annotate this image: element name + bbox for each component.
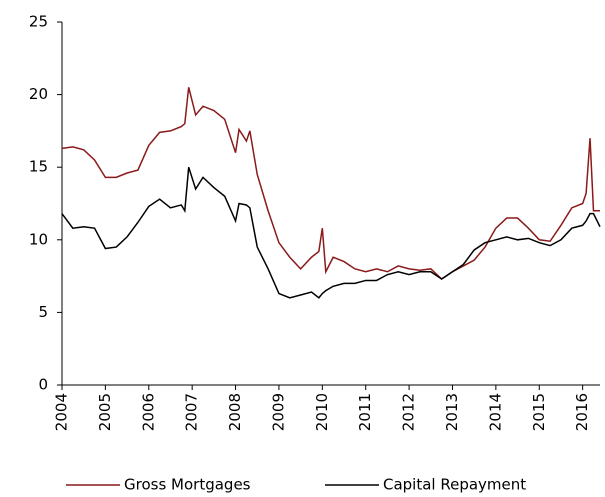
y-tick-label: 5	[38, 303, 48, 321]
x-tick-label: 2013	[443, 393, 461, 431]
x-tick-label: 2012	[400, 393, 418, 431]
x-tick-label: 2010	[313, 393, 331, 431]
x-tick-label: 2006	[139, 393, 157, 431]
y-tick-label: 0	[38, 376, 48, 394]
y-tick-label: 25	[29, 13, 48, 31]
series-line	[61, 166, 601, 299]
x-tick-label: 2015	[530, 393, 548, 431]
series-line	[61, 87, 600, 280]
x-tick-label: 2004	[53, 393, 71, 431]
x-tick-label: 2005	[96, 393, 114, 431]
x-tick-label: 2011	[356, 393, 374, 431]
y-tick-label: 10	[29, 230, 48, 248]
x-tick-label: 2008	[226, 393, 244, 431]
x-tick-label: 2009	[269, 393, 287, 431]
y-tick-label: 20	[29, 85, 48, 103]
legend-label: Capital Repayment	[383, 476, 526, 494]
x-tick-label: 2007	[183, 393, 201, 431]
y-tick-label: 15	[29, 158, 48, 176]
x-tick-label: 2016	[573, 393, 591, 431]
legend-label: Gross Mortgages	[124, 476, 251, 494]
x-tick-label: 2014	[486, 393, 504, 431]
